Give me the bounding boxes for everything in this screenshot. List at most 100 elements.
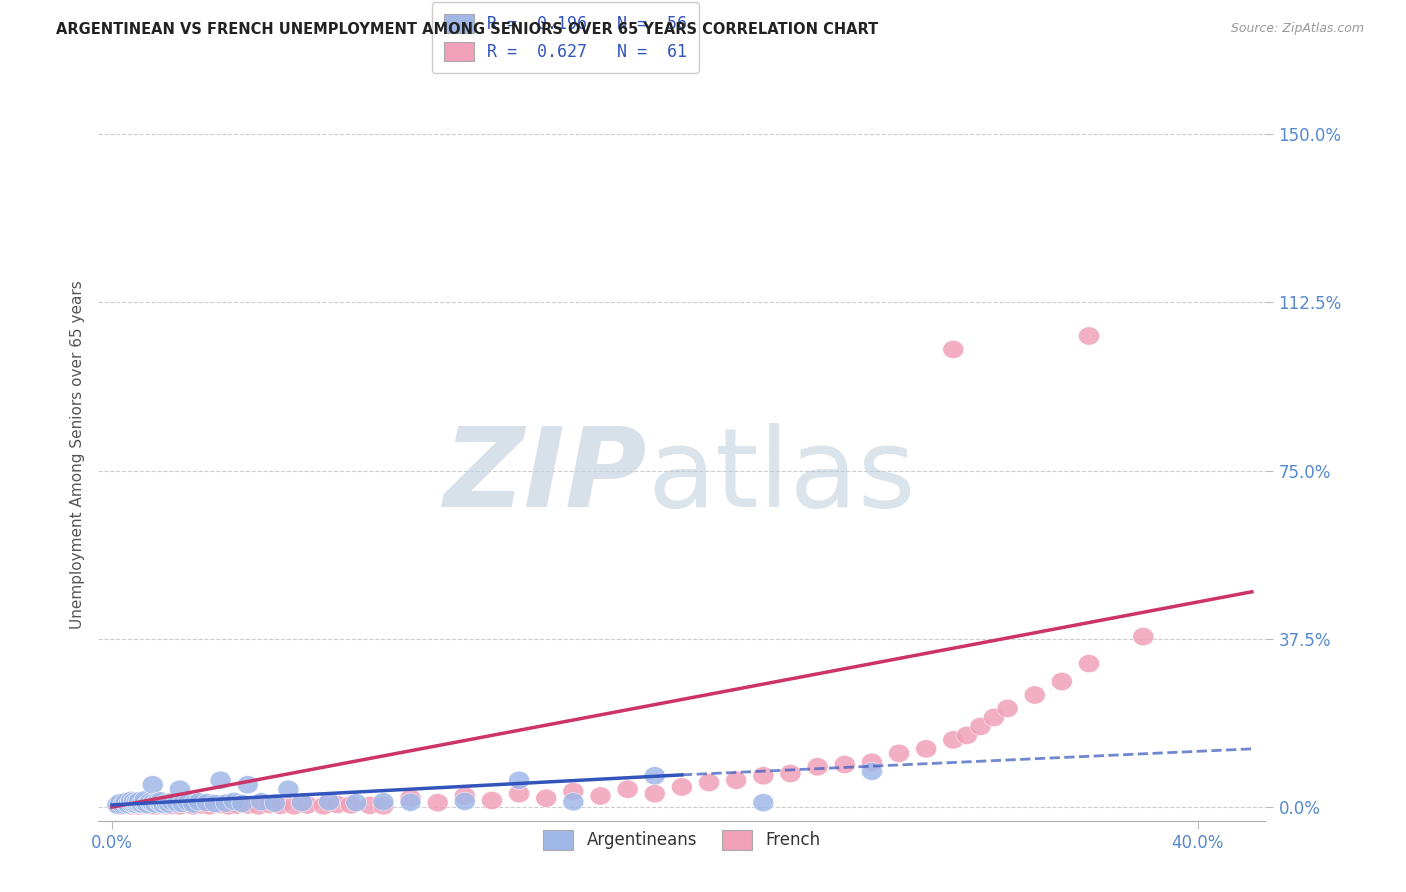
Ellipse shape [672,778,692,797]
Ellipse shape [205,795,225,813]
Ellipse shape [970,717,991,736]
Ellipse shape [238,796,259,814]
Ellipse shape [1024,686,1045,704]
Ellipse shape [1078,326,1099,345]
Ellipse shape [401,789,420,807]
Ellipse shape [215,794,236,813]
Ellipse shape [699,773,720,791]
Ellipse shape [191,796,212,814]
Ellipse shape [1052,673,1073,690]
Ellipse shape [562,782,583,801]
Ellipse shape [752,794,773,812]
Ellipse shape [124,792,145,811]
Ellipse shape [200,797,221,815]
Ellipse shape [128,792,149,810]
Ellipse shape [270,797,291,814]
Ellipse shape [209,771,231,789]
Ellipse shape [159,795,180,814]
Ellipse shape [142,776,163,794]
Ellipse shape [121,791,142,810]
Ellipse shape [481,791,502,810]
Ellipse shape [889,744,910,763]
Ellipse shape [110,797,131,815]
Ellipse shape [373,797,394,815]
Ellipse shape [128,795,149,813]
Ellipse shape [183,797,204,815]
Ellipse shape [644,766,665,785]
Ellipse shape [150,796,172,814]
Ellipse shape [150,795,172,813]
Ellipse shape [1078,655,1099,673]
Legend: Argentineans, French: Argentineans, French [537,823,827,856]
Ellipse shape [167,794,187,813]
Y-axis label: Unemployment Among Seniors over 65 years: Unemployment Among Seniors over 65 years [69,281,84,629]
Ellipse shape [454,792,475,811]
Ellipse shape [127,796,146,814]
Ellipse shape [278,780,299,798]
Ellipse shape [145,795,166,814]
Ellipse shape [224,792,245,811]
Ellipse shape [360,797,380,814]
Ellipse shape [115,795,136,813]
Ellipse shape [156,797,177,815]
Ellipse shape [142,794,163,813]
Ellipse shape [121,797,142,815]
Ellipse shape [297,796,318,814]
Ellipse shape [509,771,530,789]
Ellipse shape [591,787,612,805]
Ellipse shape [107,796,128,814]
Ellipse shape [197,794,218,812]
Ellipse shape [139,793,160,811]
Ellipse shape [834,756,855,773]
Ellipse shape [562,793,583,811]
Text: ARGENTINEAN VS FRENCH UNEMPLOYMENT AMONG SENIORS OVER 65 YEARS CORRELATION CHART: ARGENTINEAN VS FRENCH UNEMPLOYMENT AMONG… [56,22,879,37]
Ellipse shape [427,794,449,812]
Ellipse shape [454,787,475,805]
Text: atlas: atlas [647,424,915,531]
Ellipse shape [145,797,166,815]
Ellipse shape [340,796,361,814]
Ellipse shape [725,771,747,789]
Ellipse shape [373,793,394,811]
Ellipse shape [536,789,557,807]
Ellipse shape [1133,627,1154,646]
Ellipse shape [780,764,801,782]
Ellipse shape [617,780,638,798]
Ellipse shape [314,797,335,815]
Ellipse shape [177,796,198,814]
Ellipse shape [188,793,209,811]
Ellipse shape [284,797,304,815]
Ellipse shape [177,793,198,812]
Ellipse shape [943,731,963,749]
Ellipse shape [134,796,155,814]
Ellipse shape [127,793,146,812]
Ellipse shape [148,792,169,811]
Ellipse shape [956,726,977,745]
Ellipse shape [115,796,136,814]
Ellipse shape [259,796,280,814]
Text: Source: ZipAtlas.com: Source: ZipAtlas.com [1230,22,1364,36]
Ellipse shape [134,794,155,812]
Ellipse shape [169,780,190,798]
Ellipse shape [139,797,160,814]
Ellipse shape [169,797,190,815]
Ellipse shape [156,794,177,812]
Ellipse shape [115,793,136,811]
Ellipse shape [162,793,183,811]
Ellipse shape [644,785,665,803]
Ellipse shape [319,793,340,811]
Ellipse shape [226,796,247,814]
Ellipse shape [862,753,883,772]
Ellipse shape [291,794,312,812]
Ellipse shape [247,797,269,815]
Ellipse shape [401,793,420,812]
Ellipse shape [172,795,193,813]
Ellipse shape [209,796,231,814]
Ellipse shape [112,796,134,814]
Ellipse shape [250,793,271,811]
Ellipse shape [862,762,883,780]
Ellipse shape [997,699,1018,717]
Ellipse shape [218,797,239,815]
Ellipse shape [509,785,530,803]
Ellipse shape [162,797,183,814]
